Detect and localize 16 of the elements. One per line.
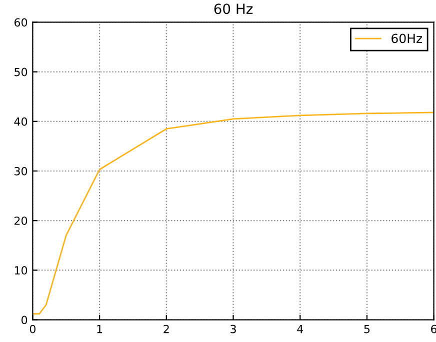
legend-label: 60Hz: [392, 34, 422, 44]
x-tick-label: 2: [164, 324, 169, 334]
y-tick-label: 20: [14, 216, 28, 225]
y-tick-label: 40: [14, 117, 28, 126]
line-series: [32, 112, 434, 315]
y-tick-label: 60: [14, 18, 28, 27]
x-tick-label: 4: [297, 324, 304, 334]
x-tick-label: 3: [230, 324, 236, 334]
chart-title: 60 Hz: [214, 4, 253, 14]
x-tick-label: 5: [364, 324, 370, 334]
y-tick-label: 30: [14, 166, 28, 176]
y-tick-label: 10: [14, 266, 28, 275]
x-tick-label: 1: [97, 324, 102, 334]
y-tick-label: 0: [22, 316, 28, 324]
y-tick-label: 50: [14, 68, 28, 76]
x-tick-label: 0: [30, 324, 36, 334]
